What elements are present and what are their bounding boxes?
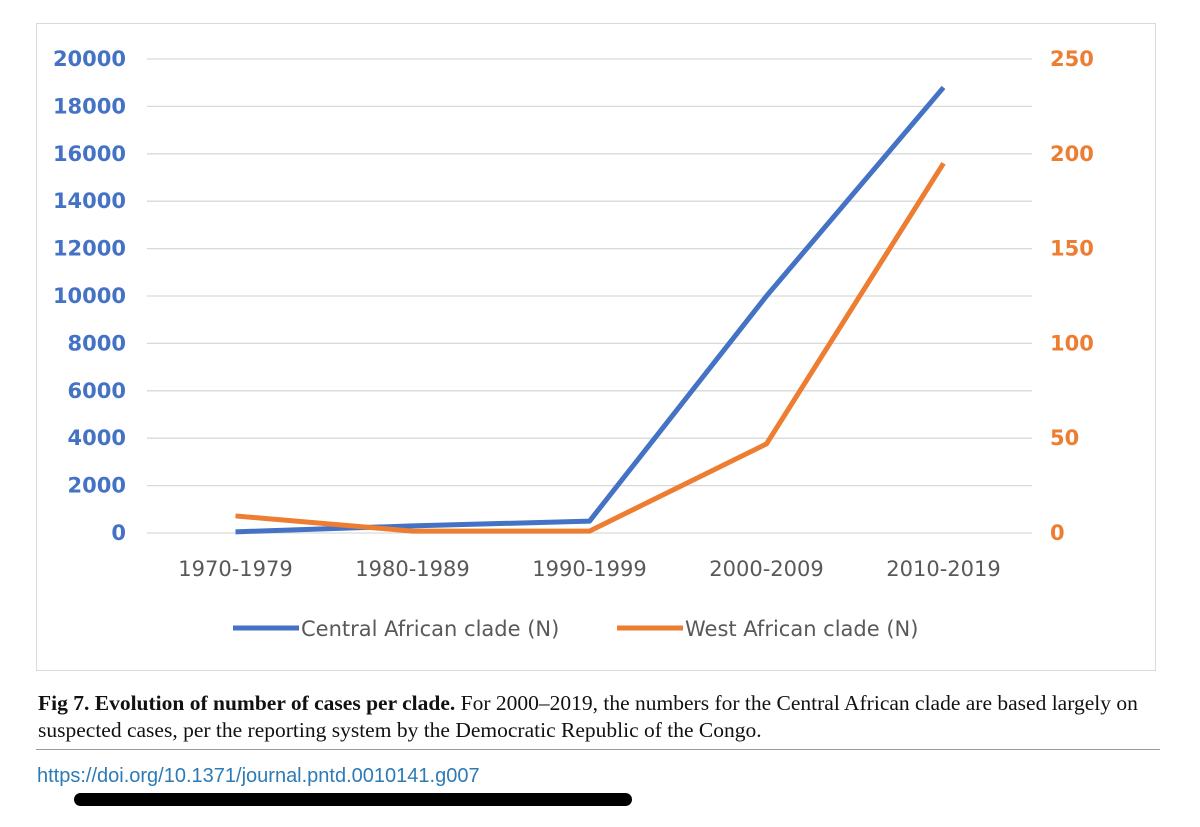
line-chart: 0200040006000800010000120001400016000180… [53,47,1094,641]
y-left-tick-label: 6000 [68,379,126,403]
y-left-tick-label: 18000 [53,94,126,118]
y-right-tick-label: 100 [1050,331,1094,355]
y-right-tick-label: 250 [1050,47,1094,71]
redaction-bar [74,793,632,806]
west-african-series-line [235,161,946,534]
x-tick-label: 2000-2009 [709,557,823,581]
y-left-tick-label: 14000 [53,189,126,213]
y-left-tick-label: 10000 [53,284,126,308]
y-right-tick-label: 150 [1050,237,1094,261]
y-right-tick-label: 0 [1050,521,1065,545]
y-right-tick-label: 200 [1050,142,1094,166]
y-left-tick-label: 16000 [53,142,126,166]
caption-label: Fig 7. [38,691,90,715]
y-left-tick-label: 8000 [68,331,126,355]
x-tick-label: 2010-2019 [886,557,1000,581]
caption-text: For 2000–2019, the numbers for the Centr… [38,691,1138,742]
doi-link[interactable]: https://doi.org/10.1371/journal.pntd.001… [37,765,480,787]
y-left-tick-label: 12000 [53,237,126,261]
legend-label-west: West African clade (N) [685,617,918,641]
y-left-tick-label: 4000 [68,426,126,450]
x-tick-label: 1970-1979 [178,557,292,581]
y-left-tick-label: 2000 [68,474,126,498]
y-left-tick-label: 0 [111,521,126,545]
x-tick-label: 1980-1989 [355,557,469,581]
caption-title: Evolution of number of cases per clade. [94,691,456,715]
chart-frame: 0 2000 4000 6000 8000 10000 12000 14000 16000 180… [36,23,1156,671]
legend-label-central: Central African clade (N) [301,617,559,641]
caption-divider [36,749,1160,750]
x-tick-label: 1990-1999 [532,557,646,581]
y-right-tick-label: 50 [1050,426,1079,450]
figure-caption: Fig 7. Evolution of number of cases per … [38,690,1158,744]
y-left-tick-label: 20000 [53,47,126,71]
